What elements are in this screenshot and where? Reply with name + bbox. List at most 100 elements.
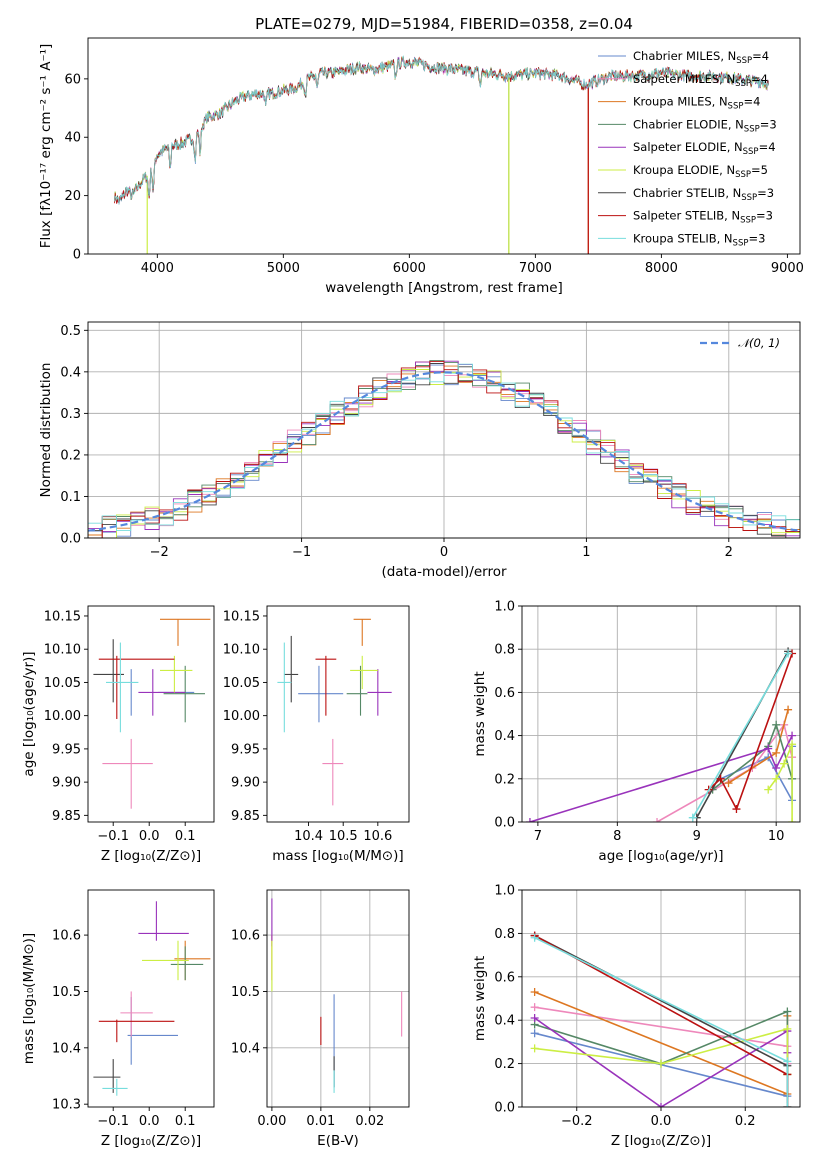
legend-label-value: =4 bbox=[743, 95, 760, 109]
x-axis-label: Z [log₁₀(Z/Z⊙)] bbox=[101, 1133, 201, 1149]
errorbar-point bbox=[102, 1078, 128, 1096]
y-tick-label: 0.0 bbox=[494, 816, 515, 831]
errorbar-points bbox=[93, 618, 211, 809]
weight-marker bbox=[530, 1014, 539, 1023]
y-tick-label: 10.6 bbox=[52, 929, 81, 944]
y-tick-label: 0.0 bbox=[494, 1101, 515, 1116]
legend-label-sub: SSP bbox=[728, 102, 744, 112]
x-axis-label: Z [log₁₀(Z/Z⊙)] bbox=[611, 1133, 711, 1149]
y-tick-label: 20 bbox=[64, 189, 81, 204]
legend-label-sub: SSP bbox=[743, 147, 759, 157]
legend-label: Salpeter MILES, NSSP=4 bbox=[633, 72, 768, 89]
histogram-series-8 bbox=[88, 363, 800, 537]
x-tick-label: 0.01 bbox=[306, 1114, 335, 1129]
errorbar-point bbox=[93, 1059, 121, 1093]
x-axis-label: Z [log₁₀(Z/Z⊙)] bbox=[101, 848, 201, 864]
errorbar-point bbox=[367, 669, 392, 716]
y-tick-label: 9.95 bbox=[52, 742, 81, 757]
x-tick-label: 6000 bbox=[393, 261, 426, 276]
weight-marker bbox=[530, 1029, 539, 1038]
x-tick-label: 0.02 bbox=[355, 1114, 384, 1129]
legend-label-sub: SSP bbox=[741, 193, 757, 203]
legend-label: Salpeter ELODIE, NSSP=4 bbox=[633, 140, 776, 157]
y-tick-label: 0.5 bbox=[60, 324, 81, 339]
x-tick-label: 0.1 bbox=[175, 1114, 196, 1129]
x-tick-label: 0.1 bbox=[175, 829, 196, 844]
y-tick-label: 1.0 bbox=[494, 600, 515, 615]
x-tick-label: 10.5 bbox=[329, 829, 358, 844]
x-tick-label: −1 bbox=[292, 545, 311, 560]
y-tick-label: 0.2 bbox=[60, 448, 81, 463]
y-tick-label: 9.85 bbox=[52, 809, 81, 824]
weight-series-4 bbox=[529, 735, 793, 822]
x-axis-label: E(B-V) bbox=[317, 1133, 359, 1149]
errorbar-point bbox=[315, 655, 337, 716]
errorbar-point bbox=[277, 642, 292, 733]
weight-series-8 bbox=[692, 653, 789, 819]
legend-label-main: Chabrier MILES, N bbox=[633, 49, 736, 63]
weight-marker bbox=[772, 774, 781, 783]
legend-label-main: Salpeter MILES, N bbox=[633, 72, 735, 86]
histogram-series-7 bbox=[88, 361, 800, 538]
y-tick-label: 10.3 bbox=[52, 1098, 81, 1113]
y-axis-label: mass weight bbox=[472, 671, 488, 756]
legend-label-sub: SSP bbox=[736, 56, 752, 66]
weight-marker bbox=[653, 818, 662, 822]
x-tick-label: 0.0 bbox=[139, 829, 160, 844]
weight-marker bbox=[525, 818, 534, 822]
legend-label-main: Kroupa ELODIE, N bbox=[633, 163, 735, 177]
weight-marker bbox=[530, 1003, 539, 1012]
x-tick-label: 0 bbox=[440, 545, 448, 560]
panel-residuals: −2 −1 0 1 2 0.0 0.1 0.2 0.3 0.4 0.5 (data-model)/er… bbox=[38, 321, 801, 580]
y-axis-label: mass [log₁₀(M/M⊙)] bbox=[21, 933, 37, 1064]
legend-label-main: Kroupa MILES, N bbox=[633, 95, 728, 109]
legend-label-sub: SSP bbox=[740, 216, 756, 226]
weight-marker bbox=[788, 731, 797, 740]
y-tick-label: 10.6 bbox=[231, 929, 260, 944]
weight-marker bbox=[724, 779, 733, 788]
weight-marker bbox=[688, 813, 697, 822]
panel-weight_vs_age: 7 8 9 10 0.0 0.2 0.4 0.6 0.8 1.0 age [log₁₀(age/yr… bbox=[472, 600, 801, 864]
x-tick-label: 9000 bbox=[771, 261, 804, 276]
legend-label-main: Chabrier ELODIE, N bbox=[633, 117, 744, 131]
x-tick-label: 10.6 bbox=[363, 829, 392, 844]
x-tick-label: 7000 bbox=[519, 261, 552, 276]
y-tick-label: 9.90 bbox=[52, 776, 81, 791]
weight-marker bbox=[772, 764, 781, 772]
y-tick-label: 0.8 bbox=[494, 643, 515, 658]
histogram-steps bbox=[88, 360, 800, 538]
errorbar-point bbox=[350, 655, 378, 690]
x-tick-label: −0.1 bbox=[97, 829, 129, 844]
legend-label-main: Chabrier STELIB, N bbox=[633, 186, 741, 200]
errorbar-point bbox=[346, 665, 368, 716]
weight-marker bbox=[783, 1103, 792, 1107]
errorbar-point bbox=[120, 991, 153, 1037]
weight-marker bbox=[772, 720, 781, 729]
legend-label-main: Salpeter STELIB, N bbox=[633, 209, 740, 223]
legend-label-sub: SSP bbox=[733, 238, 749, 248]
y-tick-label: 40 bbox=[64, 131, 81, 146]
axes-frame bbox=[87, 321, 801, 539]
errorbar-point bbox=[138, 901, 189, 941]
x-tick-label: 5000 bbox=[267, 261, 300, 276]
y-tick-label: 10.15 bbox=[223, 609, 260, 624]
weight-marker bbox=[783, 1024, 792, 1033]
y-tick-label: 0 bbox=[73, 248, 81, 263]
x-tick-label: 0.2 bbox=[735, 1114, 756, 1129]
weight-marker bbox=[530, 987, 539, 996]
plots: 4000 5000 6000 7000 8000 90000204060wavelengt… bbox=[21, 37, 804, 1149]
y-axis-label: Flux [fλ10⁻¹⁷ erg cm⁻² s⁻¹ A⁻¹] bbox=[38, 44, 54, 249]
x-axis-label: wavelength [Angstrom, rest frame] bbox=[325, 280, 563, 296]
axes-frame bbox=[266, 605, 410, 823]
weight-marker bbox=[783, 1057, 792, 1066]
gaussian-curve bbox=[88, 371, 800, 532]
weight-marker bbox=[530, 933, 539, 942]
x-tick-label: 7 bbox=[534, 829, 542, 844]
axes-frame bbox=[521, 889, 801, 1108]
weight-marker bbox=[783, 1007, 792, 1016]
y-tick-label: 10.4 bbox=[231, 1041, 260, 1056]
errorbar-point bbox=[322, 738, 344, 806]
errorbar-point bbox=[170, 946, 204, 981]
legend-label-sub: SSP bbox=[735, 79, 751, 89]
